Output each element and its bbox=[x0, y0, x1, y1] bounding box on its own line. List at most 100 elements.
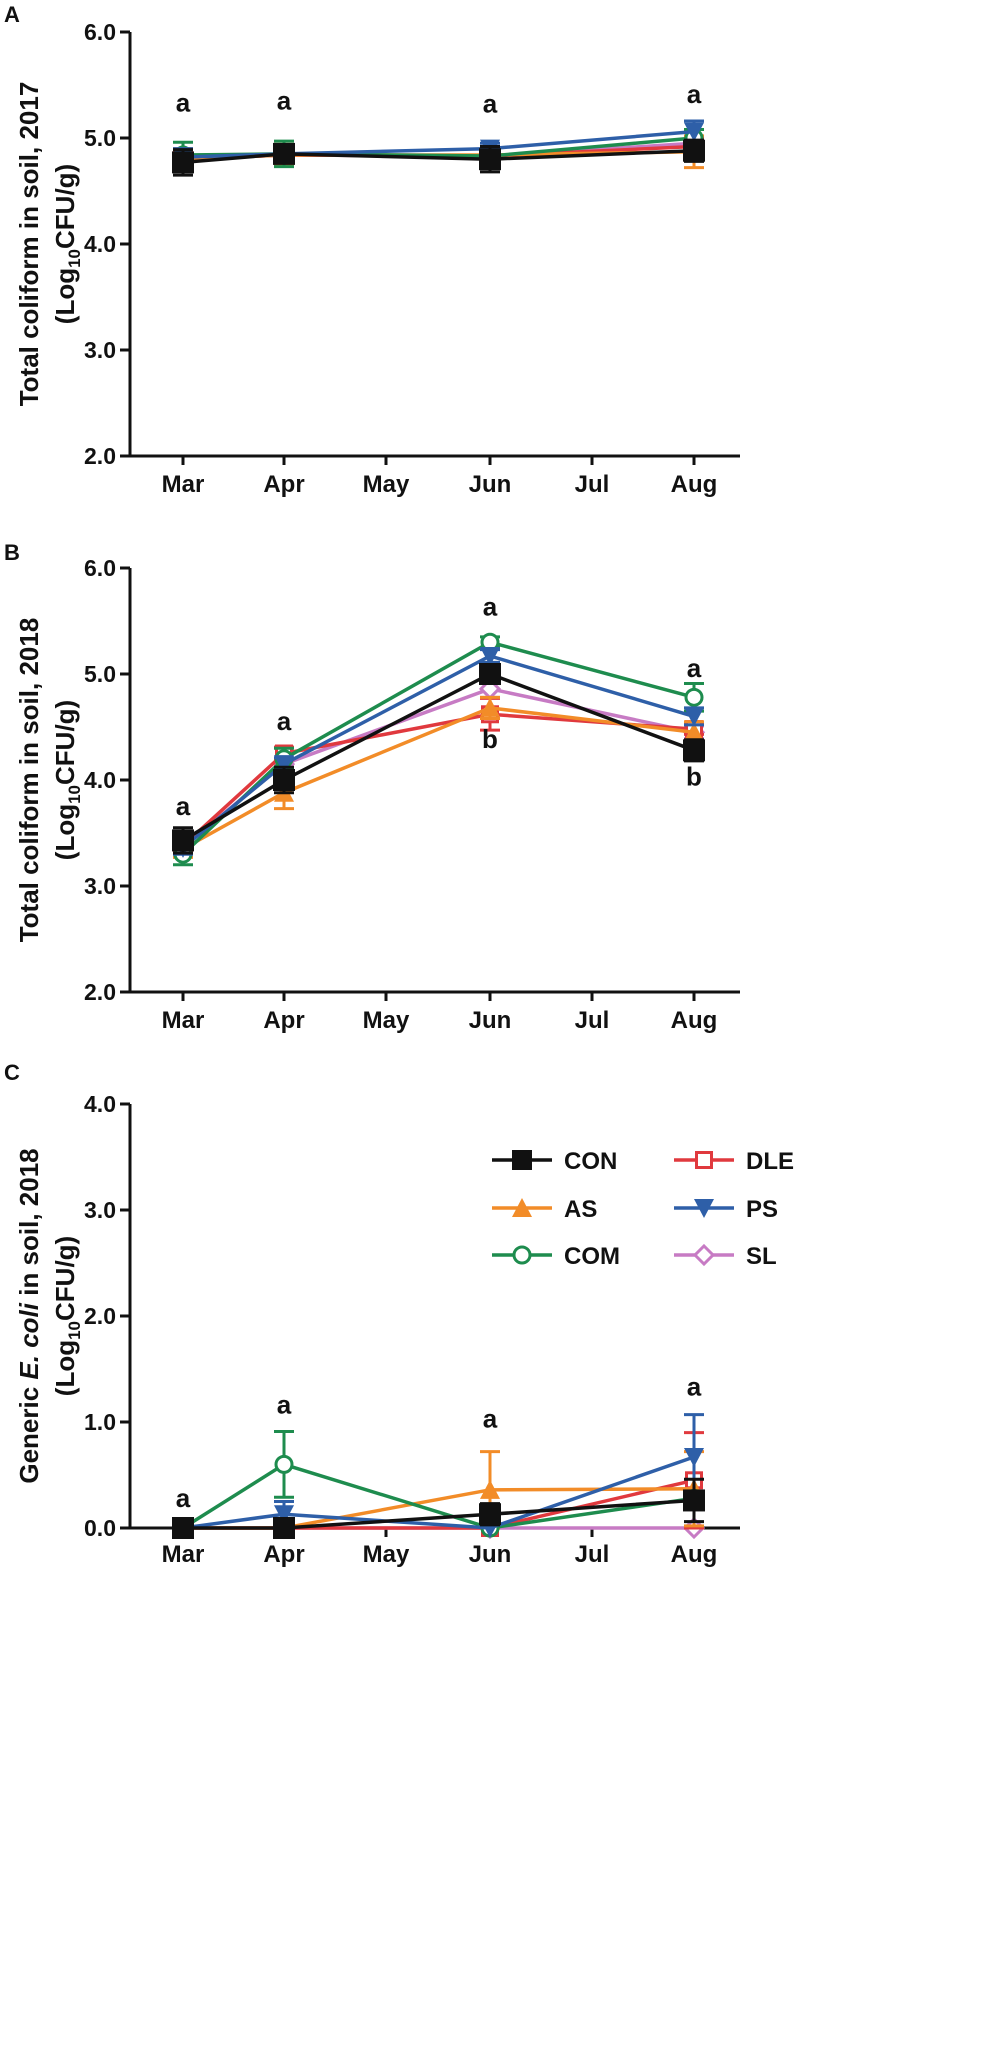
legend-label: COM bbox=[564, 1243, 620, 1270]
x-tick-label: Jul bbox=[575, 1007, 610, 1034]
y-axis-label-line2: (Log10CFU/g) bbox=[50, 1236, 84, 1396]
legend-entry-sl: SL bbox=[674, 1243, 777, 1270]
legend-marker bbox=[512, 1198, 532, 1217]
series-com bbox=[173, 632, 704, 867]
y-axis-unit-part: (Log bbox=[50, 804, 80, 860]
series-line bbox=[181, 640, 695, 856]
data-point bbox=[684, 1447, 704, 1467]
series-line bbox=[183, 1498, 695, 1530]
y-axis-label: Total coliform in soil, 2018 bbox=[14, 618, 44, 943]
x-tick-label: Mar bbox=[162, 471, 205, 498]
y-axis-label-part: in soil, 2018 bbox=[14, 1148, 44, 1303]
y-axis-unit-subscript: 10 bbox=[65, 249, 84, 268]
series-con bbox=[172, 663, 705, 855]
y-axis-unit-part: (Log bbox=[50, 268, 80, 324]
x-tick-label: Jun bbox=[469, 1007, 512, 1034]
y-axis-label-line1: Total coliform in soil, 2017 bbox=[14, 82, 44, 407]
x-tick-label: May bbox=[363, 471, 410, 498]
y-axis-label-line2: (Log10CFU/g) bbox=[50, 700, 84, 860]
y-axis-label-line2: (Log10CFU/g) bbox=[50, 164, 84, 324]
data-point bbox=[479, 1503, 501, 1526]
series-con bbox=[172, 138, 705, 177]
data-point bbox=[274, 1454, 294, 1474]
y-axis-unit-part: CFU/g) bbox=[50, 164, 80, 249]
legend-marker bbox=[512, 1245, 532, 1265]
y-axis-label-line1: Total coliform in soil, 2018 bbox=[14, 618, 44, 943]
legend-entry-com: COM bbox=[492, 1243, 620, 1270]
significance-letter: a bbox=[277, 85, 292, 115]
legend-marker bbox=[694, 1199, 714, 1218]
legend-marker bbox=[695, 1151, 713, 1169]
series-line bbox=[181, 687, 695, 849]
y-tick-label: 5.0 bbox=[84, 125, 116, 151]
data-point bbox=[683, 139, 705, 162]
x-tick-label: May bbox=[363, 1541, 410, 1568]
significance-letter: b bbox=[482, 724, 498, 754]
x-tick-label: Jun bbox=[469, 1541, 512, 1568]
y-axis-label-part: Generic bbox=[14, 1380, 44, 1484]
series-line bbox=[181, 654, 695, 850]
y-axis-unit-part: CFU/g) bbox=[50, 1236, 80, 1321]
y-tick-label: 4.0 bbox=[84, 767, 116, 793]
data-point bbox=[273, 142, 295, 165]
data-point bbox=[684, 722, 704, 742]
significance-letter: a bbox=[277, 1390, 292, 1420]
legend-entry-as: AS bbox=[492, 1196, 597, 1223]
y-axis-label: Generic E. coli in soil, 2018 bbox=[14, 1148, 44, 1483]
panel-b: B 2.0 3.0 4.0 5.0 6.0 Mar Apr May Jun Jul Aug Total … bbox=[4, 540, 740, 1034]
panel-letter: B bbox=[4, 540, 20, 565]
legend-label: PS bbox=[746, 1196, 778, 1223]
series-dle bbox=[173, 696, 704, 855]
legend-entry-dle: DLE bbox=[674, 1148, 794, 1175]
y-axis-unit-subscript: 10 bbox=[65, 1321, 84, 1340]
legend-label: CON bbox=[564, 1148, 617, 1175]
data-point bbox=[172, 829, 194, 852]
y-axis-unit-part: (Log bbox=[50, 1340, 80, 1396]
x-tick-label: Aug bbox=[671, 471, 718, 498]
series-sl bbox=[171, 677, 706, 858]
data-point bbox=[172, 1517, 194, 1539]
series-com bbox=[173, 1430, 704, 1538]
x-tick-label: Mar bbox=[162, 1007, 205, 1034]
significance-letter: a bbox=[687, 79, 702, 109]
significance-letter: a bbox=[176, 88, 191, 118]
legend-entry-ps: PS bbox=[674, 1196, 778, 1223]
y-tick-label: 3.0 bbox=[84, 337, 116, 363]
significance-letter: a bbox=[687, 1372, 702, 1402]
series-line bbox=[182, 1462, 695, 1530]
data-point bbox=[273, 1517, 295, 1539]
data-point bbox=[479, 663, 501, 685]
x-tick-label: Apr bbox=[263, 471, 304, 498]
data-point bbox=[480, 1479, 500, 1499]
x-tick-label: Jul bbox=[575, 471, 610, 498]
significance-letter: b bbox=[686, 761, 702, 791]
y-tick-label: 0.0 bbox=[84, 1515, 116, 1541]
data-point bbox=[684, 687, 704, 707]
y-axis-label-units: (Log10CFU/g) bbox=[50, 164, 84, 324]
y-axis-label: Total coliform in soil, 2017 bbox=[14, 82, 44, 407]
data-point bbox=[480, 646, 500, 666]
panel-a: A 2.0 3.0 4.0 5.0 6.0 Mar Apr May Jun Jul Aug Total … bbox=[4, 2, 740, 498]
y-axis-label-line1: Generic E. coli in soil, 2018 bbox=[14, 1148, 44, 1483]
data-point bbox=[683, 1489, 705, 1512]
data-point bbox=[172, 151, 194, 174]
y-tick-label: 2.0 bbox=[84, 443, 116, 469]
data-point bbox=[274, 1505, 294, 1525]
series-con bbox=[172, 1477, 705, 1539]
panel-letter: C bbox=[4, 1060, 20, 1085]
y-tick-label: 6.0 bbox=[84, 555, 116, 581]
series-line bbox=[182, 706, 695, 851]
series-ps bbox=[173, 1413, 704, 1538]
y-axis-label-italic: E. coli bbox=[14, 1302, 44, 1379]
x-tick-label: Jun bbox=[469, 471, 512, 498]
y-tick-label: 3.0 bbox=[84, 1197, 116, 1223]
x-tick-label: Apr bbox=[263, 1007, 304, 1034]
y-tick-label: 1.0 bbox=[84, 1409, 116, 1435]
panel-c: C 0.0 1.0 2.0 3.0 4.0 Mar Apr May Jun Jul Aug Generi… bbox=[4, 1060, 794, 1568]
y-tick-label: 6.0 bbox=[84, 19, 116, 45]
x-tick-label: May bbox=[363, 1007, 410, 1034]
legend-label: DLE bbox=[746, 1148, 794, 1175]
significance-letter: a bbox=[687, 653, 702, 683]
y-tick-label: 2.0 bbox=[84, 979, 116, 1005]
y-tick-label: 5.0 bbox=[84, 661, 116, 687]
